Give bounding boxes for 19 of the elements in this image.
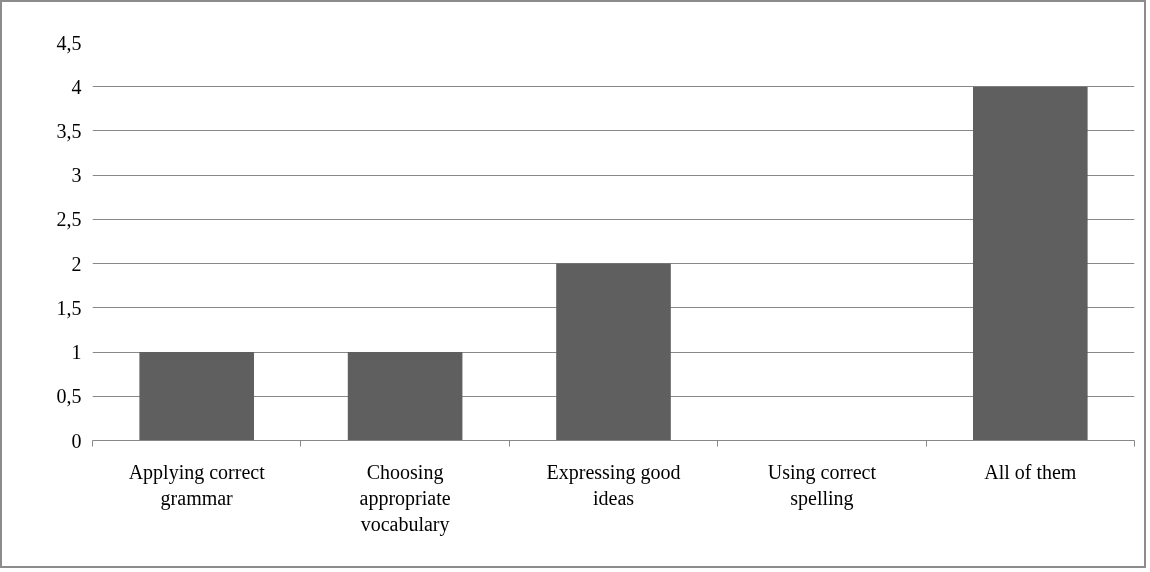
y-tick-label: 3,5 [56,119,82,142]
y-tick-label: 2,5 [56,208,82,231]
bar [347,352,463,441]
y-tick-label: 2 [71,252,82,275]
x-tick-label: Expressing good ideas [546,460,681,509]
bar [556,263,671,441]
y-tick-label: 0,5 [56,385,82,408]
x-tick-label: Choosing appropriate vocabulary [359,460,451,537]
x-tick-label: All of them [984,460,1077,483]
y-tick-label: 0 [71,429,82,452]
bar [139,352,255,441]
y-tick-label: 1,5 [56,296,82,319]
y-tick-label: 1 [71,341,82,364]
bar [972,86,1088,441]
x-tick-label: Using correct spelling [767,460,877,510]
y-tick-label: 4 [71,75,82,98]
x-tick-label: Applying correct grammar [128,460,266,510]
y-tick-label: 4,5 [56,31,82,54]
y-tick-label: 3 [71,164,82,187]
